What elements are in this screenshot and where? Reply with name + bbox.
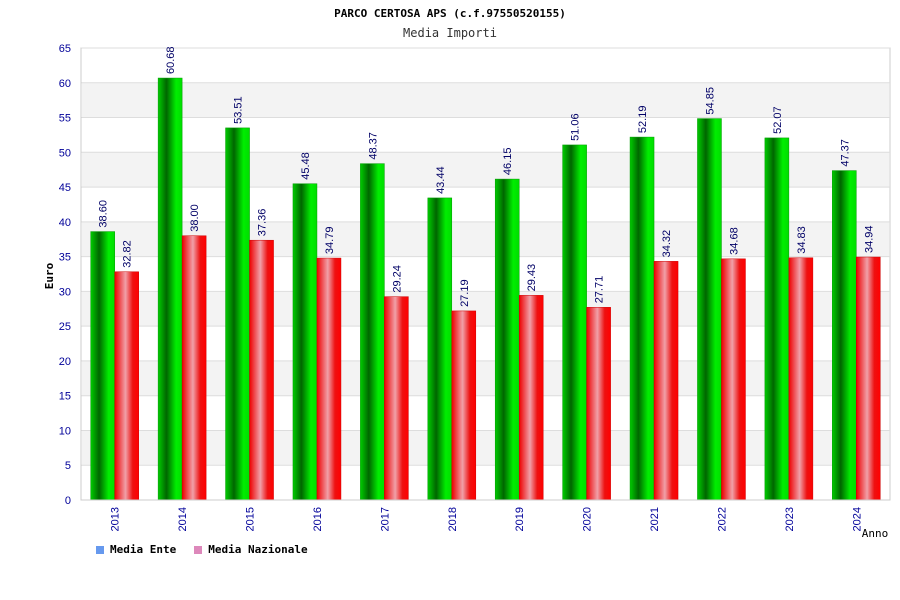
data-label: 48.37 bbox=[367, 132, 379, 160]
data-label: 43.44 bbox=[435, 166, 447, 194]
bar-media-ente bbox=[562, 144, 587, 501]
bar-media-nazionale bbox=[586, 307, 611, 501]
y-tick-label: 45 bbox=[59, 182, 71, 194]
data-label: 52.07 bbox=[772, 106, 784, 134]
data-label: 51.06 bbox=[570, 113, 582, 141]
bar-media-ente bbox=[90, 231, 115, 501]
data-label: 34.68 bbox=[728, 227, 740, 255]
bar-media-ente bbox=[494, 178, 520, 501]
grid-band bbox=[82, 430, 889, 466]
legend-swatch-media-ente bbox=[96, 545, 104, 554]
bar-media-ente bbox=[629, 136, 655, 501]
chart-subtitle: Media Importi bbox=[403, 26, 497, 40]
legend-label-media-nazionale: Media Nazionale bbox=[208, 543, 308, 556]
bar-media-ente bbox=[157, 77, 183, 501]
x-tick-label: 2021 bbox=[649, 507, 661, 531]
y-axis-label: Euro bbox=[43, 262, 56, 289]
bar-media-ente bbox=[292, 183, 318, 501]
chart-title: PARCO CERTOSA APS (c.f.97550520155) bbox=[334, 7, 566, 20]
data-label: 34.83 bbox=[796, 226, 808, 254]
legend-item-media-ente: Media Ente bbox=[96, 543, 176, 556]
x-tick-label: 2023 bbox=[784, 507, 796, 531]
data-label: 34.94 bbox=[863, 226, 875, 254]
plot-area bbox=[80, 47, 891, 501]
data-label: 54.85 bbox=[704, 87, 716, 115]
x-tick-label: 2016 bbox=[312, 507, 324, 531]
grid-band bbox=[82, 152, 889, 188]
y-tick-label: 20 bbox=[59, 356, 71, 368]
x-tick-label: 2018 bbox=[447, 507, 459, 531]
y-tick-label: 40 bbox=[59, 217, 71, 229]
bar-media-nazionale bbox=[451, 310, 477, 501]
x-tick-label: 2020 bbox=[582, 507, 594, 531]
y-tick-label: 65 bbox=[59, 43, 71, 55]
legend-item-media-nazionale: Media Nazionale bbox=[194, 543, 308, 556]
data-label: 46.15 bbox=[502, 148, 514, 176]
y-tick-label: 15 bbox=[59, 391, 71, 403]
y-tick-label: 50 bbox=[59, 147, 71, 159]
data-label: 38.00 bbox=[189, 204, 201, 232]
data-label: 34.79 bbox=[324, 227, 336, 255]
legend: Media Ente Media Nazionale bbox=[96, 543, 308, 556]
data-label: 29.43 bbox=[526, 264, 538, 292]
bar-media-nazionale bbox=[856, 256, 881, 501]
bar-media-ente bbox=[427, 197, 453, 501]
x-axis-label: Anno bbox=[862, 527, 889, 540]
legend-label-media-ente: Media Ente bbox=[110, 543, 177, 556]
data-label: 38.60 bbox=[98, 200, 110, 228]
x-tick-label: 2024 bbox=[851, 507, 863, 531]
y-tick-label: 5 bbox=[65, 460, 71, 472]
bar-media-nazionale bbox=[653, 261, 679, 501]
y-tick-label: 25 bbox=[59, 321, 71, 333]
data-label: 47.37 bbox=[839, 139, 851, 167]
y-tick-label: 10 bbox=[59, 425, 71, 437]
data-label: 34.32 bbox=[661, 230, 673, 258]
bar-media-nazionale bbox=[721, 258, 746, 501]
grid-band bbox=[82, 291, 889, 327]
bar-media-ente bbox=[832, 170, 857, 501]
bar-media-nazionale bbox=[788, 257, 814, 501]
data-label: 27.71 bbox=[594, 276, 606, 304]
grid-band bbox=[82, 360, 889, 396]
y-tick-label: 30 bbox=[59, 286, 71, 298]
bar-media-nazionale bbox=[181, 235, 207, 501]
data-label: 37.36 bbox=[257, 209, 269, 237]
data-label: 45.48 bbox=[300, 152, 312, 180]
x-tick-label: 2017 bbox=[379, 507, 391, 531]
bar-media-ente bbox=[360, 163, 385, 501]
bar-media-ente bbox=[697, 118, 722, 501]
bar-media-nazionale bbox=[518, 295, 544, 501]
x-tick-label: 2013 bbox=[110, 507, 122, 531]
bar-media-ente bbox=[764, 137, 790, 501]
y-tick-label: 60 bbox=[59, 78, 71, 90]
grid-band bbox=[82, 82, 889, 118]
data-label: 27.19 bbox=[459, 279, 471, 307]
y-tick-label: 0 bbox=[65, 495, 71, 507]
bar-media-nazionale bbox=[316, 257, 342, 501]
x-tick-label: 2022 bbox=[716, 507, 728, 531]
x-tick-label: 2019 bbox=[514, 507, 526, 531]
data-label: 52.19 bbox=[637, 106, 649, 134]
x-tick-label: 2015 bbox=[245, 507, 257, 531]
legend-swatch-media-nazionale bbox=[194, 545, 203, 554]
y-tick-label: 55 bbox=[59, 113, 71, 125]
data-label: 29.24 bbox=[391, 265, 403, 293]
y-tick-label: 35 bbox=[59, 252, 71, 264]
bar-media-nazionale bbox=[384, 296, 409, 501]
data-label: 32.82 bbox=[122, 240, 134, 268]
bar-media-nazionale bbox=[114, 271, 139, 501]
data-label: 53.51 bbox=[233, 96, 245, 124]
grid-band bbox=[82, 221, 889, 257]
x-tick-label: 2014 bbox=[177, 507, 189, 531]
bar-media-nazionale bbox=[249, 239, 274, 501]
bar-media-ente bbox=[225, 127, 250, 501]
data-label: 60.68 bbox=[165, 47, 177, 75]
